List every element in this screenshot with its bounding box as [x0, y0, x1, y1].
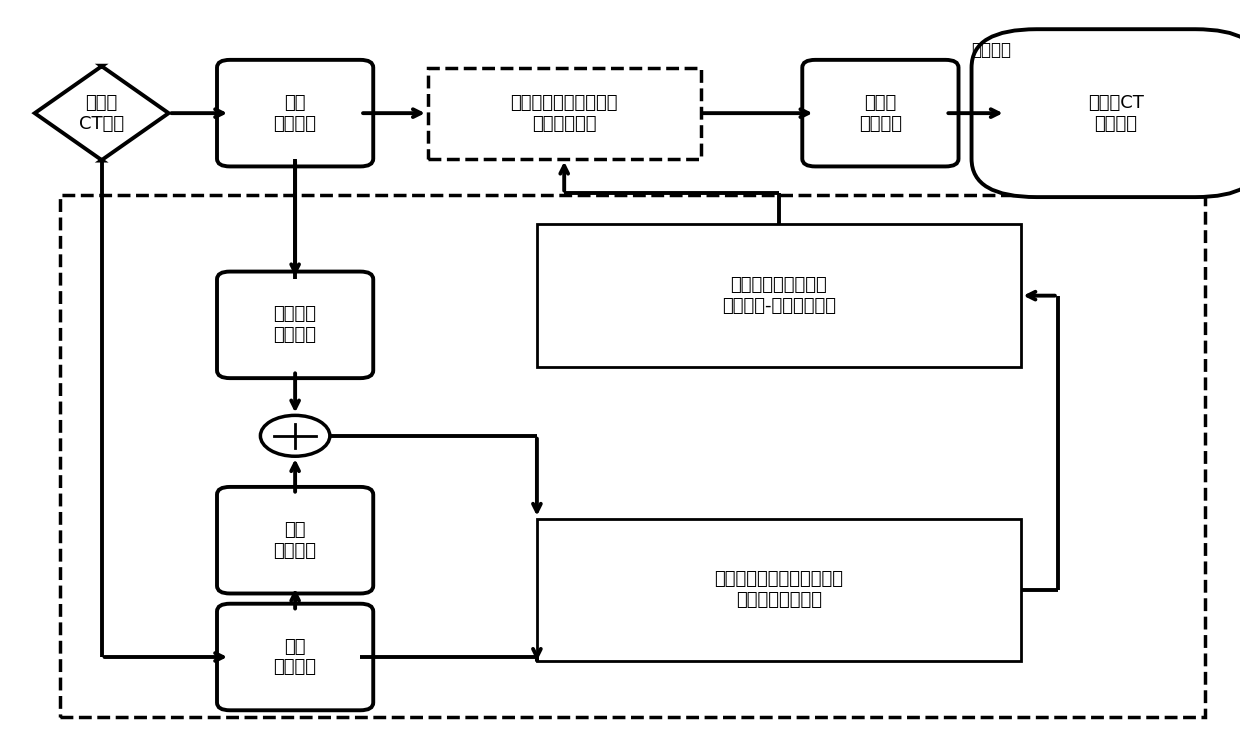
- FancyBboxPatch shape: [972, 29, 1240, 197]
- Text: 原始
投影数据: 原始 投影数据: [274, 93, 316, 133]
- Text: 求解模型目标函数，
建立高斯-塞德尔迭代式: 求解模型目标函数， 建立高斯-塞德尔迭代式: [722, 276, 836, 315]
- Text: 低剂量
CT扫描: 低剂量 CT扫描: [79, 93, 124, 133]
- Bar: [428, 67, 701, 158]
- FancyBboxPatch shape: [217, 60, 373, 166]
- Polygon shape: [35, 66, 169, 161]
- Circle shape: [260, 415, 330, 456]
- Text: 构建加权阿尔法散度约束的
投影数据恢复模型: 构建加权阿尔法散度约束的 投影数据恢复模型: [714, 570, 843, 610]
- Text: 获取
系统参数: 获取 系统参数: [274, 637, 316, 677]
- FancyBboxPatch shape: [217, 487, 373, 593]
- FancyBboxPatch shape: [802, 60, 959, 166]
- Text: 恢复的
投影数据: 恢复的 投影数据: [859, 93, 901, 133]
- Text: 构建
权重因子: 构建 权重因子: [274, 520, 316, 560]
- FancyBboxPatch shape: [217, 604, 373, 710]
- Text: 投影数据
统计特性: 投影数据 统计特性: [274, 305, 316, 345]
- Text: 低剂量CT
重建图像: 低剂量CT 重建图像: [1087, 93, 1145, 133]
- Bar: [537, 518, 1021, 661]
- Text: 加权阿尔法散度约束的
投影数据恢复: 加权阿尔法散度约束的 投影数据恢复: [511, 93, 618, 133]
- Text: 解析重建: 解析重建: [971, 41, 1011, 59]
- Bar: [60, 195, 1205, 717]
- FancyBboxPatch shape: [217, 272, 373, 378]
- Bar: [537, 225, 1021, 367]
